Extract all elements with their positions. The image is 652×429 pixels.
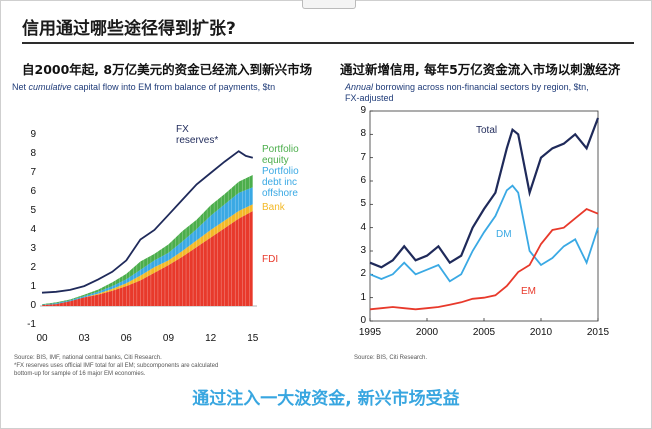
right-ytick-label: 1 [360, 291, 366, 303]
portfolio-equity-label: Portfolio equity [262, 144, 299, 166]
right-xtick-label: 2000 [415, 327, 439, 338]
fx-reserves-label: FX reserves* [176, 124, 219, 146]
fdi-label: FDI [262, 254, 279, 265]
left-xtick-label: 03 [78, 333, 90, 344]
left-ytick-label: 7 [30, 167, 36, 178]
right-xtick-label: 2010 [529, 327, 553, 338]
left-ytick-label: 2 [30, 262, 36, 273]
banner-text: 通过注入一大波资金, 新兴市场受益 [192, 389, 460, 409]
right-line-total [369, 117, 600, 269]
left-area-mask [42, 135, 253, 305]
left-chart-title-em: cumulative [28, 82, 72, 92]
right-ytick-label: 5 [360, 198, 366, 210]
right-ytick-label: 7 [360, 151, 366, 163]
left-ytick-label: 4 [30, 224, 36, 235]
right-ytick-label: 6 [360, 175, 366, 186]
right-line-em [369, 207, 599, 311]
right-chart-title-post1: borrowing across non-financial sectors b… [373, 82, 589, 92]
left-area-0 [42, 211, 253, 306]
right-xtick-label: 2015 [586, 327, 610, 338]
left-xtick-label: 12 [205, 333, 217, 344]
right-ytick-label: 0 [360, 315, 366, 326]
left-xtick-label: 06 [120, 333, 132, 344]
left-xtick-label: 00 [36, 333, 48, 344]
left-area-2 [42, 187, 253, 306]
em-label: EM [521, 286, 536, 297]
left-source-1: Source: BIS, IMF, national central banks… [14, 355, 162, 361]
right-ytick-label: 2 [360, 268, 366, 280]
left-ytick-label: 1 [30, 281, 36, 292]
left-ytick-label: -1 [27, 319, 36, 330]
title-divider [22, 42, 634, 44]
right-xtick-label: 1995 [358, 327, 382, 338]
right-ytick-label: 8 [360, 128, 366, 140]
left-chart-title: Net cumulative capital flow into EM from… [12, 82, 275, 93]
left-ytick-label: 8 [30, 148, 36, 159]
left-ytick-label: 3 [30, 243, 36, 254]
right-ytick-label: 3 [360, 245, 366, 256]
left-chart-title-pre: Net [12, 82, 29, 92]
subtitle-right: 通过新增信用, 每年5万亿资金流入市场以刺激经济 [340, 62, 621, 77]
bank-label: Bank [262, 202, 285, 213]
left-chart-title-post: capital flow into EM from balance of pay… [71, 82, 276, 92]
right-ytick-label: 9 [360, 105, 366, 116]
right-chart-title-post2: FX-adjusted [345, 93, 394, 103]
top-tab[interactable] [302, 0, 356, 9]
total-label: Total [476, 125, 498, 136]
right-chart-title: Annual borrowing across non-financial se… [345, 82, 589, 104]
left-xtick-label: 15 [247, 333, 259, 344]
left-ytick-label: 0 [30, 300, 36, 311]
right-chart-title-em: Annual [345, 82, 374, 92]
left-xtick-label: 09 [162, 333, 175, 344]
left-ytick-label: 6 [30, 186, 36, 197]
subtitle-left: 自2000年起, 8万亿美元的资金已经流入到新兴市场 [22, 62, 313, 77]
left-ytick-label: 9 [30, 129, 36, 140]
left-line-fx-reserves [41, 150, 254, 294]
left-ytick-label: 5 [30, 205, 36, 216]
left-source-3: bottom-up for sample of 16 major EM econ… [14, 371, 146, 377]
right-line-dm [369, 184, 599, 283]
right-xtick-label: 2005 [472, 327, 496, 338]
left-area-3 [42, 174, 253, 305]
page-title: 信用通过哪些途径得到扩张? [22, 19, 236, 39]
dm-label: DM [496, 229, 512, 240]
portfolio-debt-label: Portfolio debt inc offshore [262, 166, 299, 199]
right-source-1: Source: BIS, Citi Research. [354, 355, 428, 361]
right-ytick-label: 4 [360, 221, 366, 233]
left-source-2: *FX reserves uses official IMF total for… [14, 363, 219, 369]
